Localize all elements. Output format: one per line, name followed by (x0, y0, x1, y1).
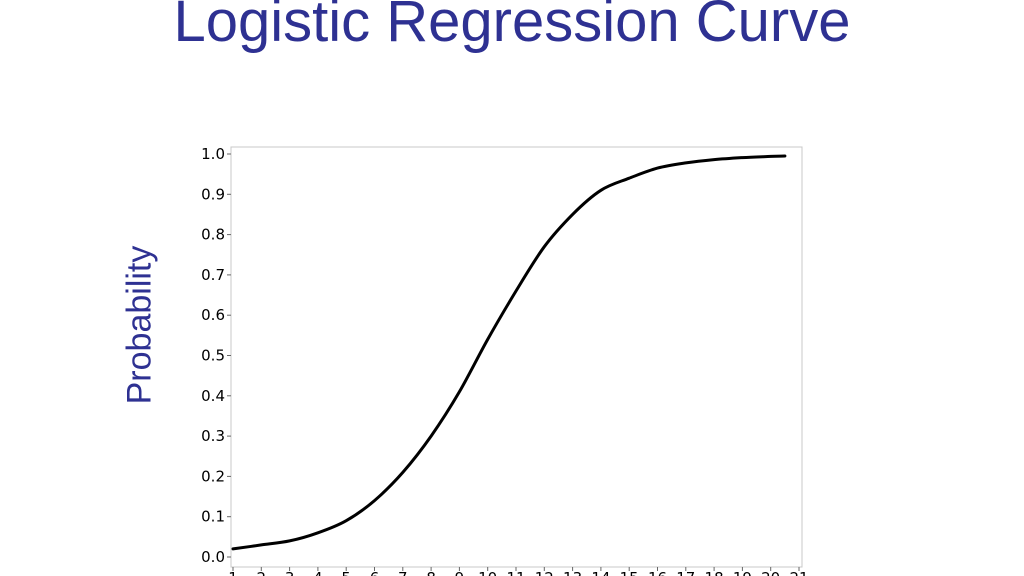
series-line (231, 154, 787, 551)
x-tick-label: 12 (535, 569, 554, 576)
x-tick-label: 19 (733, 569, 752, 576)
x-tick-label: 5 (341, 569, 351, 576)
y-tick-label: 0.1 (201, 508, 225, 526)
y-tick-label: 0.0 (201, 548, 225, 566)
y-tick-label: 0.2 (201, 467, 225, 485)
x-tick-label: 20 (761, 569, 780, 576)
y-tick-label: 0.8 (201, 226, 225, 244)
x-tick-label: 1 (228, 569, 238, 576)
plot-frame (230, 146, 803, 568)
y-tick-label: 0.4 (201, 387, 225, 405)
y-tick-label: 0.6 (201, 306, 225, 324)
y-tick-label: 0.7 (201, 266, 225, 284)
x-tick-label: 16 (648, 569, 667, 576)
x-tick-label: 15 (620, 569, 639, 576)
x-axis: 123456789101112131415161718192021 (228, 567, 809, 576)
x-tick-label: 3 (285, 569, 295, 576)
x-tick-label: 11 (506, 569, 525, 576)
chart-title: Logistic Regression Curve (173, 0, 851, 54)
x-tick-label: 6 (370, 569, 380, 576)
x-tick-label: 21 (789, 569, 808, 576)
x-tick-label: 2 (257, 569, 267, 576)
x-tick-label: 13 (563, 569, 582, 576)
x-tick-label: 4 (313, 569, 323, 576)
y-tick-label: 0.3 (201, 427, 225, 445)
y-tick-label: 0.9 (201, 185, 225, 203)
x-tick-label: 17 (676, 569, 695, 576)
x-tick-label: 18 (705, 569, 724, 576)
x-tick-label: 9 (455, 569, 465, 576)
x-tick-label: 8 (426, 569, 436, 576)
y-tick-label: 0.5 (201, 347, 225, 365)
y-tick-label: 1.0 (201, 145, 225, 163)
y-axis: 0.0 0.1 0.2 0.3 0.4 0.5 0.6 0.7 0.8 0.9 1.0 (201, 145, 231, 566)
x-tick-label: 7 (398, 569, 408, 576)
x-tick-label: 14 (591, 569, 610, 576)
x-tick-label: 10 (478, 569, 497, 576)
